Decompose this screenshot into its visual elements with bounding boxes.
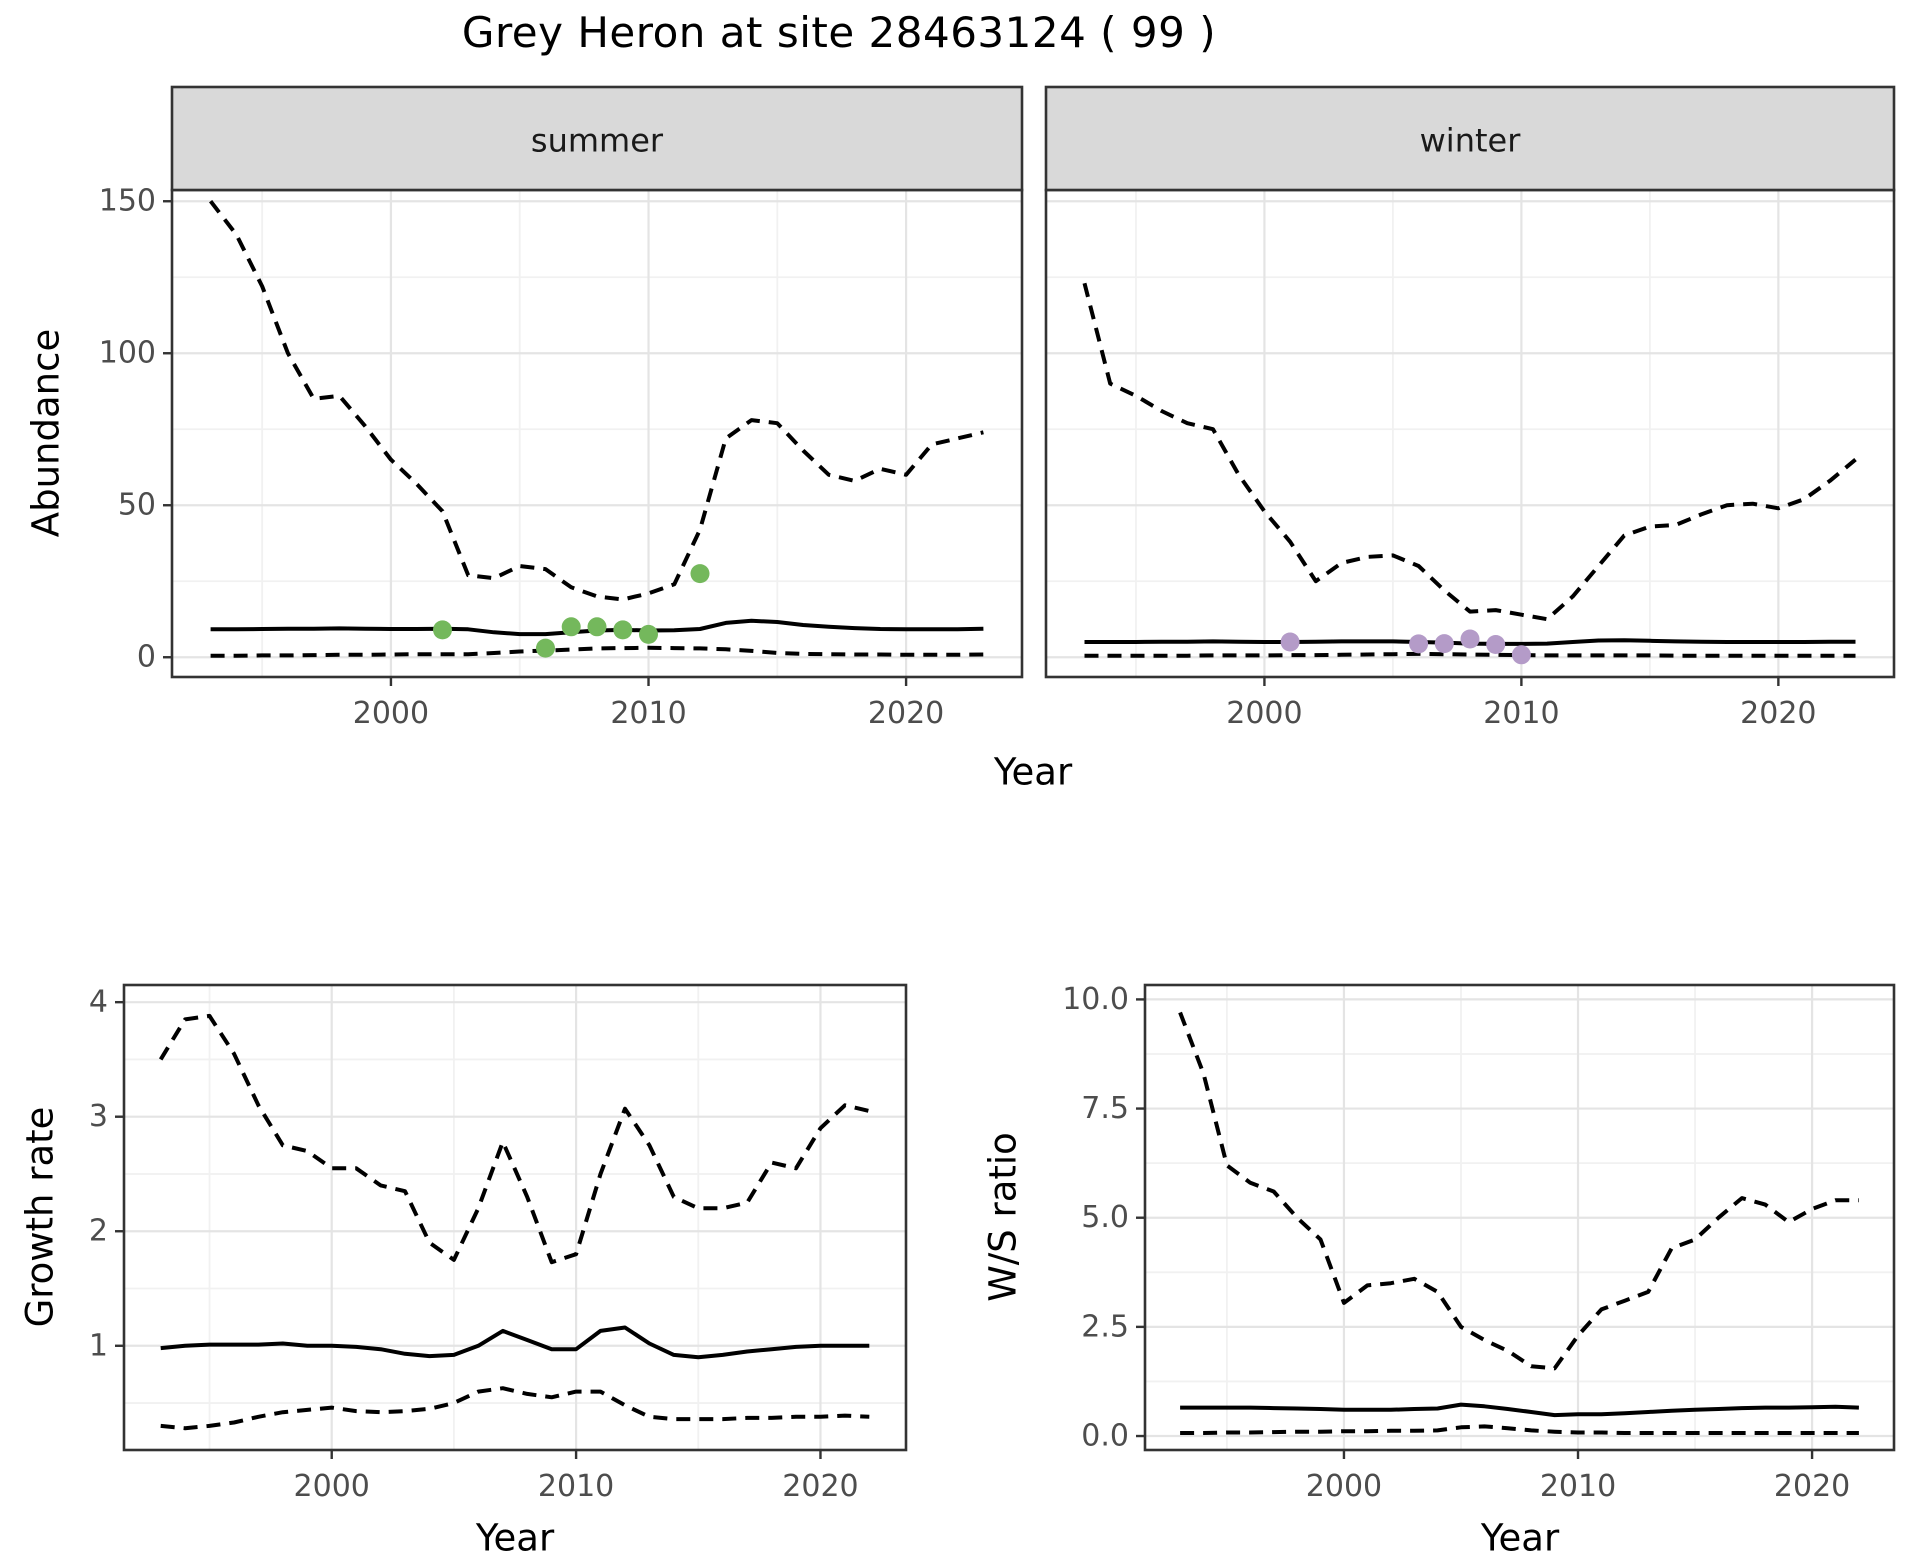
facet-strip xyxy=(170,85,1024,192)
median-line xyxy=(1180,1402,1859,1418)
y-tick-label: 4 xyxy=(89,985,108,1020)
x-axis-title-top: Year xyxy=(993,750,1073,794)
y-tick-label: 1 xyxy=(89,1328,108,1363)
panel-background xyxy=(1046,190,1894,677)
observation-point xyxy=(1486,635,1506,654)
facet-strip xyxy=(1044,85,1896,192)
y-tick-label: 150 xyxy=(99,184,156,219)
observation-point xyxy=(536,638,555,658)
y-tick-label: 7.5 xyxy=(1081,1091,1129,1126)
x-tick-label: 2020 xyxy=(782,1469,858,1504)
y-tick-label: 2.5 xyxy=(1081,1309,1129,1344)
y-tick-label: 100 xyxy=(99,336,156,371)
ci-upper-line xyxy=(1178,1011,1859,1371)
x-axis-title-ws: Year xyxy=(1480,1516,1560,1560)
observation-point xyxy=(613,620,633,640)
y-tick-label: 0.0 xyxy=(1081,1419,1129,1454)
observation-point xyxy=(639,624,658,644)
x-tick-label: 2020 xyxy=(868,696,944,731)
ci-upper-line xyxy=(1082,282,1857,622)
x-axis-title-growth: Year xyxy=(475,1516,555,1560)
ci-upper-line xyxy=(158,1013,870,1265)
x-tick-label: 2020 xyxy=(1774,1469,1850,1504)
y-axis-title-ws-ratio: W/S ratio xyxy=(981,1132,1025,1302)
x-tick-label: 2000 xyxy=(294,1469,370,1504)
observation-point xyxy=(690,564,710,584)
observation-point xyxy=(1280,632,1300,652)
y-tick-label: 3 xyxy=(89,1099,108,1134)
x-tick-label: 2000 xyxy=(1226,696,1302,731)
x-tick-label: 2010 xyxy=(538,1469,614,1504)
panel-group-winter: 2000 2010 2020 winter xyxy=(1044,85,1896,731)
y-tick-label: 10.0 xyxy=(1062,982,1129,1017)
y-axis-title-abundance: Abundance xyxy=(24,328,68,538)
observation-point xyxy=(1409,634,1429,654)
y-tick-label: 50 xyxy=(118,488,156,523)
observation-point xyxy=(1511,645,1531,665)
chart-title: Grey Heron at site 28463124 ( 99 ) xyxy=(461,8,1217,57)
observation-point xyxy=(561,617,581,637)
panel-background xyxy=(172,190,1022,677)
x-tick-label: 2000 xyxy=(353,696,429,731)
x-tick-label: 2020 xyxy=(1740,696,1816,731)
y-tick-label: 0 xyxy=(137,640,156,675)
panel-background xyxy=(124,985,906,1450)
panel-group-ws: 2000 2010 2020 0.0 2.5 5.0 7.5 10.0 xyxy=(1062,982,1896,1504)
panel-group-growth: 2000 2010 2020 1 2 3 4 xyxy=(89,983,908,1504)
observation-point xyxy=(433,620,452,640)
y-axis-title-growth-rate: Growth rate xyxy=(18,1106,62,1328)
ci-lower-line xyxy=(1084,651,1856,658)
median-line xyxy=(160,1325,870,1360)
facet-strip-label: winter xyxy=(1420,122,1522,160)
ci-lower-line xyxy=(210,645,984,658)
y-tick-label: 5.0 xyxy=(1081,1200,1129,1235)
facet-strip-label: summer xyxy=(531,122,664,160)
y-tick-label: 2 xyxy=(89,1214,108,1249)
x-tick-label: 2000 xyxy=(1306,1469,1382,1504)
x-tick-label: 2010 xyxy=(1540,1469,1616,1504)
panel-group-summer: 2000 2010 2020 0 50 100 150 summer xyxy=(99,85,1024,731)
observation-point xyxy=(587,617,607,637)
panel-border xyxy=(122,983,908,1452)
x-tick-label: 2010 xyxy=(610,696,686,731)
observation-point xyxy=(1460,629,1480,649)
observation-point xyxy=(1434,634,1454,654)
x-tick-label: 2010 xyxy=(1483,696,1559,731)
ci-lower-line xyxy=(160,1386,870,1431)
